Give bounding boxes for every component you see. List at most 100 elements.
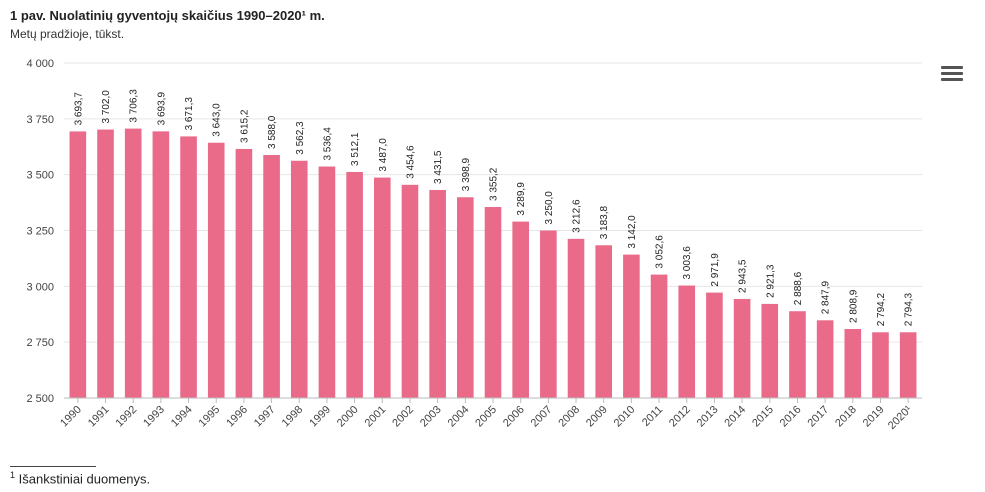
footnote-text: Išankstiniai duomenys.: [15, 471, 151, 487]
bar: [401, 184, 419, 398]
footnote-marker: 1: [10, 470, 16, 480]
value-label: 2 847,9: [821, 280, 832, 314]
x-tick-label: 1995: [197, 404, 223, 430]
x-tick-label: 2005: [473, 404, 499, 430]
chart-subtitle: Metų pradžioje, tūkst.: [10, 27, 125, 41]
y-tick-label: 4 000: [26, 58, 54, 70]
value-label: 2 971,9: [710, 253, 721, 287]
x-tick-label: 2018: [833, 404, 859, 430]
bar: [733, 298, 751, 398]
x-tick-label: 2014: [722, 404, 748, 430]
x-tick-label: 1996: [224, 404, 250, 430]
value-label: 2 888,6: [793, 271, 804, 305]
value-label: 3 512,1: [350, 132, 361, 166]
value-label: 3 183,8: [599, 205, 610, 239]
x-tick-label: 2009: [584, 404, 610, 430]
value-label: 2 943,5: [738, 259, 749, 293]
value-label: 3 706,3: [129, 89, 140, 123]
x-tick-label: 2003: [418, 404, 444, 430]
y-tick-label: 3 250: [26, 226, 54, 238]
x-tick-label: 2020¹: [886, 403, 915, 432]
value-label: 3 562,3: [295, 121, 306, 155]
x-tick-label: 2012: [667, 404, 693, 430]
value-label: 3 615,2: [239, 109, 250, 143]
x-tick-label: 2002: [390, 404, 416, 430]
footnote: 1 Išankstiniai duomenys.: [10, 470, 150, 486]
value-label: 2 808,9: [848, 289, 859, 323]
bar: [290, 160, 308, 398]
bar: [540, 230, 557, 398]
bar: [97, 129, 114, 398]
value-label: 3 398,9: [461, 157, 472, 191]
value-label: 3 142,0: [627, 215, 638, 249]
x-tick-label: 1999: [307, 404, 333, 430]
bar: [69, 131, 87, 399]
bar: [623, 254, 640, 398]
x-tick-label: 2007: [529, 404, 555, 430]
value-label: 3 454,6: [405, 145, 416, 179]
value-label: 3 487,0: [378, 138, 389, 172]
x-tick-label: 2015: [750, 404, 776, 430]
x-tick-label: 2017: [805, 404, 831, 430]
value-label: 3 289,9: [516, 182, 527, 216]
value-label: 3 693,7: [73, 92, 84, 126]
x-tick-label: 2001: [363, 404, 389, 430]
y-tick-label: 3 000: [26, 281, 54, 293]
value-label: 3 355,2: [489, 167, 500, 201]
x-tick-label: 1991: [86, 404, 112, 430]
bar: [706, 292, 723, 398]
bar: [567, 238, 585, 398]
y-tick-label: 3 750: [26, 114, 54, 126]
chart-title: 1 pav. Nuolatinių gyventojų skaičius 199…: [10, 8, 325, 23]
bar: [761, 303, 779, 398]
value-label: 3 693,9: [156, 92, 167, 126]
x-tick-label: 2010: [612, 404, 638, 430]
y-tick-label: 3 500: [26, 170, 54, 182]
value-label: 3 003,6: [682, 246, 693, 280]
bar: [124, 128, 142, 398]
bar: [207, 142, 225, 398]
value-label: 3 671,3: [184, 97, 195, 131]
value-label: 3 536,4: [322, 127, 333, 161]
value-label: 3 702,0: [101, 90, 112, 124]
bar: [152, 131, 170, 398]
bar: [484, 207, 502, 398]
x-tick-label: 1993: [141, 404, 167, 430]
bar: [180, 136, 197, 398]
bar: [872, 332, 889, 398]
value-label: 2 794,2: [876, 292, 887, 326]
x-tick-label: 1990: [58, 404, 84, 430]
x-tick-label: 2000: [335, 404, 361, 430]
x-tick-label: 1998: [280, 404, 306, 430]
x-tick-label: 1992: [114, 404, 140, 430]
x-tick-label: 1994: [169, 404, 195, 430]
x-tick-label: 2019: [861, 404, 887, 430]
value-label: 3 431,5: [433, 150, 444, 184]
value-label: 2 921,3: [765, 264, 776, 298]
x-tick-label: 2013: [695, 404, 721, 430]
bar: [235, 148, 253, 398]
bar: [595, 245, 613, 398]
y-tick-label: 2 500: [26, 393, 54, 405]
bar: [512, 221, 529, 398]
y-tick-label: 2 750: [26, 337, 54, 349]
value-label: 3 250,0: [544, 191, 555, 225]
bar: [650, 274, 668, 398]
bar: [429, 189, 446, 398]
bar: [263, 155, 280, 398]
x-tick-label: 2008: [556, 404, 582, 430]
x-tick-label: 2006: [501, 404, 527, 430]
bar: [373, 177, 391, 398]
bar: [789, 311, 806, 398]
bar: [318, 166, 336, 398]
bar: [457, 197, 474, 398]
value-label: 2 794,3: [904, 292, 915, 326]
value-label: 3 052,6: [655, 235, 666, 269]
x-tick-label: 2016: [778, 404, 804, 430]
bar: [899, 332, 917, 398]
value-label: 3 643,0: [212, 103, 223, 137]
x-tick-label: 2004: [446, 404, 472, 430]
hamburger-menu-icon[interactable]: [941, 66, 963, 84]
bar: [678, 285, 696, 398]
